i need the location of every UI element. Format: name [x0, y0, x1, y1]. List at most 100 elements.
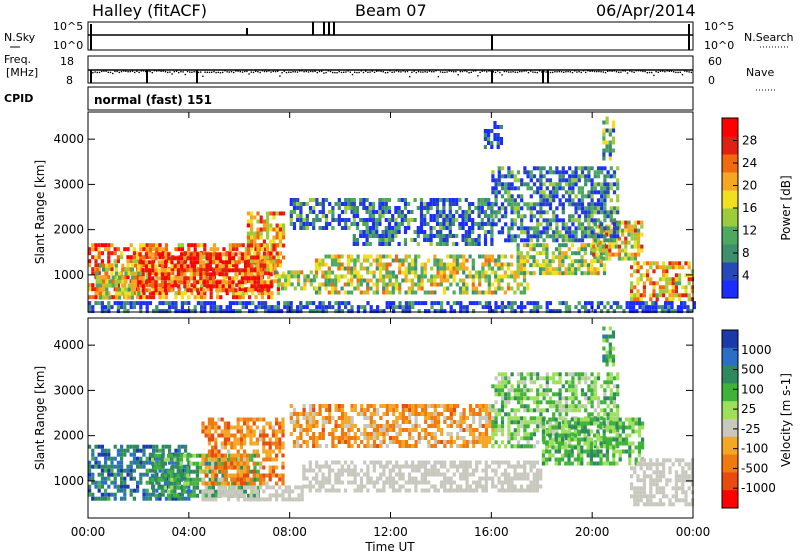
echo-cell — [526, 254, 530, 259]
echo-cell — [120, 305, 124, 310]
echo-cell — [312, 420, 316, 424]
echo-cell — [382, 266, 386, 271]
echo-cell — [170, 276, 174, 281]
echo-cell — [176, 469, 180, 474]
echo-cell — [497, 460, 501, 465]
y-tick-label: 2000 — [53, 223, 84, 237]
echo-cell — [91, 496, 95, 501]
echo-cell — [88, 301, 92, 306]
echo-cell — [104, 275, 108, 280]
echo-cell — [136, 460, 140, 465]
echo-cell — [542, 182, 546, 187]
echo-cell — [217, 417, 221, 422]
echo-cell — [411, 460, 415, 465]
echo-cell — [205, 461, 209, 466]
y-tick-label: 4000 — [53, 132, 84, 146]
nave-dot — [439, 71, 442, 73]
echo-cell — [539, 190, 543, 195]
echo-cell — [312, 198, 316, 202]
echo-cell — [564, 222, 569, 227]
echo-cell — [407, 226, 411, 230]
echo-cell — [413, 198, 417, 202]
echo-cell — [435, 214, 440, 218]
echo-cell — [186, 264, 190, 269]
echo-cell — [500, 472, 504, 477]
echo-cell — [215, 489, 219, 494]
echo-cell — [548, 309, 552, 314]
echo-cell — [296, 198, 300, 202]
echo-cell — [599, 251, 603, 256]
echo-cell — [420, 270, 424, 275]
echo-cell — [423, 274, 427, 279]
echo-cell — [379, 472, 383, 477]
echo-cell — [170, 477, 174, 482]
echo-cell — [104, 492, 108, 497]
echo-cell — [330, 258, 335, 263]
nave-dot — [688, 71, 690, 73]
echo-cell — [230, 461, 234, 466]
echo-cell — [145, 472, 149, 477]
echo-cell — [668, 261, 672, 266]
echo-cell — [378, 242, 382, 246]
echo-cell — [577, 198, 581, 203]
echo-cell — [442, 290, 447, 295]
nave-dot — [169, 71, 171, 73]
nave-dot — [655, 70, 657, 73]
echo-cell — [334, 424, 338, 428]
echo-cell — [176, 481, 180, 486]
echo-cell — [233, 425, 237, 430]
echo-cell — [500, 202, 505, 207]
echo-cell — [251, 291, 255, 296]
echo-cell — [568, 190, 572, 195]
echo-cell — [308, 416, 313, 420]
echo-cell — [180, 309, 184, 314]
echo-cell — [539, 166, 543, 171]
echo-cell — [414, 274, 418, 279]
echo-cell — [507, 472, 511, 477]
echo-cell — [633, 232, 637, 237]
echo-cell — [110, 271, 114, 276]
echo-cell — [211, 425, 215, 430]
echo-cell — [480, 218, 484, 222]
nave-dot — [294, 71, 296, 73]
echo-cell — [568, 305, 572, 310]
echo-cell — [616, 210, 620, 215]
echo-cell — [344, 218, 348, 222]
echo-cell — [644, 301, 648, 306]
echo-cell — [394, 254, 399, 259]
echo-cell — [577, 226, 581, 231]
echo-cell — [600, 309, 604, 314]
echo-cell — [439, 262, 443, 267]
echo-cell — [129, 444, 133, 449]
echo-cell — [442, 278, 447, 283]
nave-dot — [578, 70, 580, 73]
echo-cell — [107, 291, 111, 296]
echo-cell — [232, 291, 236, 296]
echo-cell — [155, 291, 159, 296]
echo-cell — [378, 210, 382, 214]
echo-cell — [97, 243, 101, 248]
echo-cell — [678, 293, 682, 298]
nave-dot — [180, 71, 182, 73]
nave-dot — [637, 70, 640, 72]
echo-cell — [192, 469, 196, 474]
echo-cell — [494, 305, 498, 310]
echo-cell — [408, 301, 412, 306]
echo-cell — [481, 484, 485, 489]
echo-cell — [130, 287, 134, 292]
echo-cell — [214, 465, 218, 470]
echo-cell — [91, 295, 95, 300]
echo-cell — [600, 202, 604, 207]
echo-cell — [487, 476, 492, 481]
echo-cell — [151, 264, 155, 269]
echo-cell — [391, 290, 395, 295]
echo-cell — [365, 198, 369, 202]
echo-cell — [687, 297, 691, 302]
nave-dot — [391, 71, 393, 73]
echo-cell — [545, 226, 549, 231]
echo-cell — [204, 465, 208, 470]
echo-cell — [414, 488, 418, 493]
echo-cell — [452, 262, 456, 267]
echo-cell — [596, 243, 600, 248]
echo-cell — [199, 280, 203, 285]
